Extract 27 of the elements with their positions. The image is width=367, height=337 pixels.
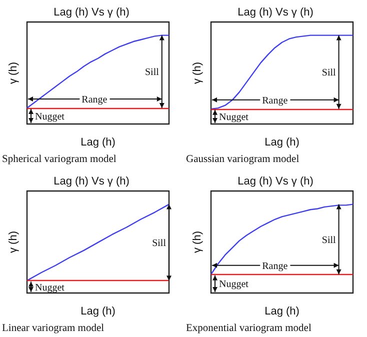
annotation: Range	[262, 95, 288, 106]
text: Exponential variogram model	[186, 323, 312, 334]
x-axis-title: Lag (h)	[264, 305, 300, 318]
x-axis-title: Lag (h)	[264, 136, 300, 148]
chart-title: Lag (h) Vs γ (h)	[238, 176, 314, 188]
chart-title: Lag (h) Vs γ (h)	[238, 6, 314, 18]
y-axis-title: γ (h)	[8, 62, 20, 84]
chart-title: Lag (h) Vs γ (h)	[54, 176, 130, 188]
annotation: Range	[82, 94, 108, 106]
annotation: Sill	[322, 234, 336, 246]
annotation: Nugget	[219, 112, 249, 123]
x-axis-title: Lag (h)	[80, 305, 116, 318]
annotation: Nugget	[219, 279, 249, 290]
y-axis-title: γ (h)	[8, 231, 20, 253]
text: Linear variogram model	[2, 323, 104, 334]
y-axis-title: γ (h)	[192, 231, 204, 253]
x-axis-title: Lag (h)	[80, 136, 116, 148]
annotation: Sill	[322, 68, 336, 79]
text: Spherical variogram model	[2, 154, 116, 165]
text: Gaussian variogram model	[186, 154, 300, 165]
annotation: Range	[262, 260, 288, 272]
annotation: Sill	[152, 238, 166, 249]
annotation: Nugget	[35, 112, 65, 123]
annotation: Sill	[144, 67, 160, 78]
chart-title: Lag (h) Vs γ (h)	[54, 6, 130, 18]
y-axis-title: γ (h)	[192, 62, 204, 84]
annotation: Nugget	[35, 282, 65, 294]
